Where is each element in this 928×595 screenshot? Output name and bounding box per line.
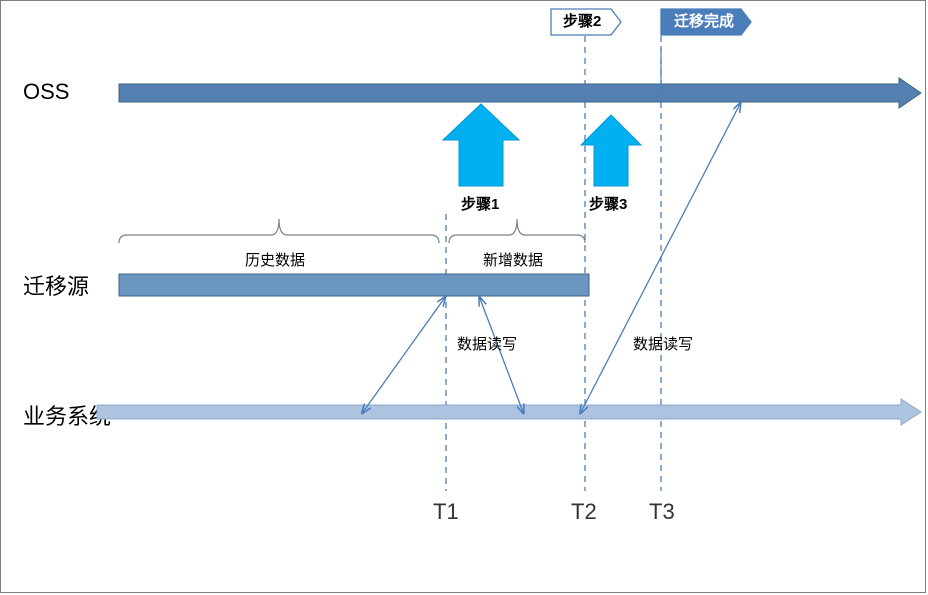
label-rw-right: 数据读写 — [633, 333, 693, 354]
bracket-new — [449, 219, 585, 243]
step3-label: 步骤3 — [589, 193, 627, 214]
step1-label: 步骤1 — [461, 193, 499, 214]
up-arrow-step1 — [443, 104, 519, 186]
badge-step2-text: 步骤2 — [557, 9, 607, 35]
thin-arrow-rw_left — [363, 296, 446, 412]
source-bar — [119, 274, 589, 296]
tick-t2: T2 — [571, 499, 597, 525]
oss-timeline-arrow — [119, 78, 921, 108]
time-dashed-lines — [446, 36, 661, 491]
diagram-svg — [1, 1, 927, 594]
bracket-history — [119, 219, 439, 243]
thin-arrows — [363, 102, 741, 412]
label-history-data: 历史数据 — [245, 249, 305, 270]
biz-timeline-arrow — [97, 399, 921, 425]
tick-t3: T3 — [649, 499, 675, 525]
label-rw-left: 数据读写 — [457, 333, 517, 354]
tick-t1: T1 — [433, 499, 459, 525]
diagram-frame: OSS 迁移源 业务系统 步骤1 — [0, 0, 926, 593]
label-new-data: 新增数据 — [483, 249, 543, 270]
badge-done-text: 迁移完成 — [668, 9, 740, 35]
up-arrow-step3 — [581, 115, 641, 186]
thin-arrow-rw_mid — [479, 296, 523, 412]
